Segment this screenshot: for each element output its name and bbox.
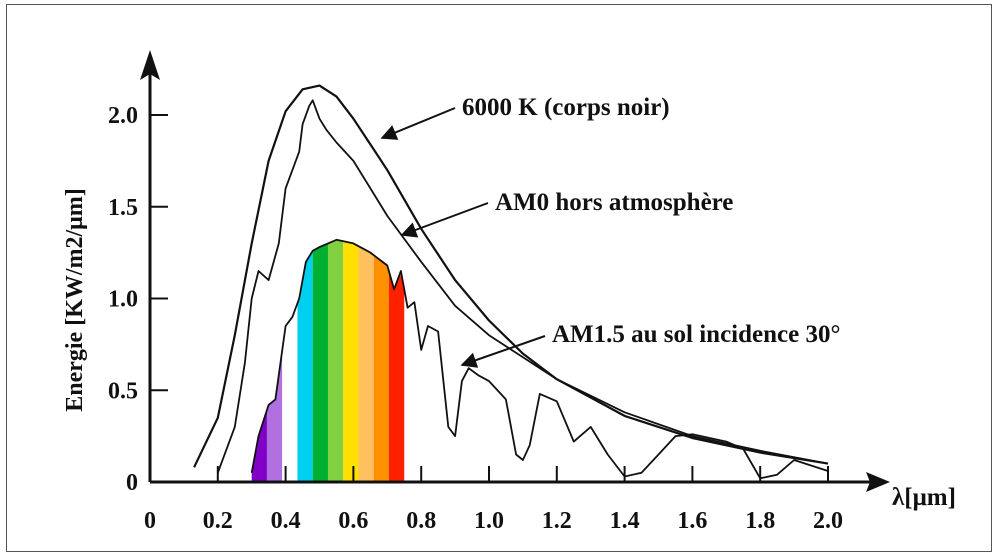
y-tick-label: 0.5	[108, 378, 138, 404]
y-tick-label: 2.0	[108, 103, 138, 129]
spectrum-color-band	[312, 243, 328, 482]
x-tick-label: 0.4	[271, 508, 301, 534]
spectrum-color-band	[251, 410, 267, 482]
x-tick-label: 0	[144, 508, 156, 534]
annotation-label: AM0 hors atmosphère	[495, 189, 733, 216]
y-axis-arrow-icon	[140, 50, 160, 80]
annotation-arrow-icon	[380, 107, 456, 140]
spectrum-color-band	[358, 246, 374, 482]
chart-frame	[6, 4, 992, 552]
annotations: 6000 K (corps noir) AM0 hors atmosphère AM…	[380, 94, 840, 368]
x-axis-label: λ[μm]	[892, 484, 956, 511]
spectrum-color-band	[282, 303, 298, 482]
series-line-am0	[216, 99, 829, 474]
x-tick-label: 2.0	[813, 508, 843, 534]
x-tick-label: 1.0	[474, 508, 504, 534]
y-ticks: 0 0.5 1.0 1.5 2.0	[108, 103, 168, 496]
y-tick-label: 0	[126, 470, 138, 496]
x-tick-label: 1.2	[542, 508, 572, 534]
annotation-label: AM1.5 au sol incidence 30°	[552, 321, 840, 348]
x-tick-label: 1.6	[677, 508, 707, 534]
spectrum-color-band	[373, 255, 389, 482]
x-tick-label: 0.6	[338, 508, 368, 534]
y-tick-label: 1.5	[108, 195, 138, 221]
annotation-arrow-icon	[400, 202, 489, 238]
annotation-label: 6000 K (corps noir)	[462, 94, 670, 121]
y-axis-label: Energie [KW/m2/μm]	[62, 188, 88, 412]
spectrum-color-band	[343, 241, 359, 482]
x-ticks: 0 0.2 0.4 0.6 0.8 1.0 1.2 1.4 1.6 1.8 2.0	[144, 466, 843, 534]
spectrum-color-band	[327, 240, 344, 482]
x-axis-arrow-icon	[866, 472, 890, 492]
spectrum-color-band	[297, 250, 313, 482]
x-tick-label: 0.8	[406, 508, 436, 534]
visible-spectrum-band	[251, 240, 405, 482]
x-tick-label: 1.4	[610, 508, 640, 534]
series-line-am15	[250, 238, 829, 480]
x-tick-label: 1.8	[745, 508, 775, 534]
annotation-arrow-icon	[460, 335, 546, 368]
series-line-blackbody	[193, 84, 829, 468]
spectrum-color-band	[388, 271, 405, 482]
y-tick-label: 1.0	[108, 287, 138, 313]
x-tick-label: 0.2	[203, 508, 233, 534]
series-layer	[193, 84, 829, 480]
